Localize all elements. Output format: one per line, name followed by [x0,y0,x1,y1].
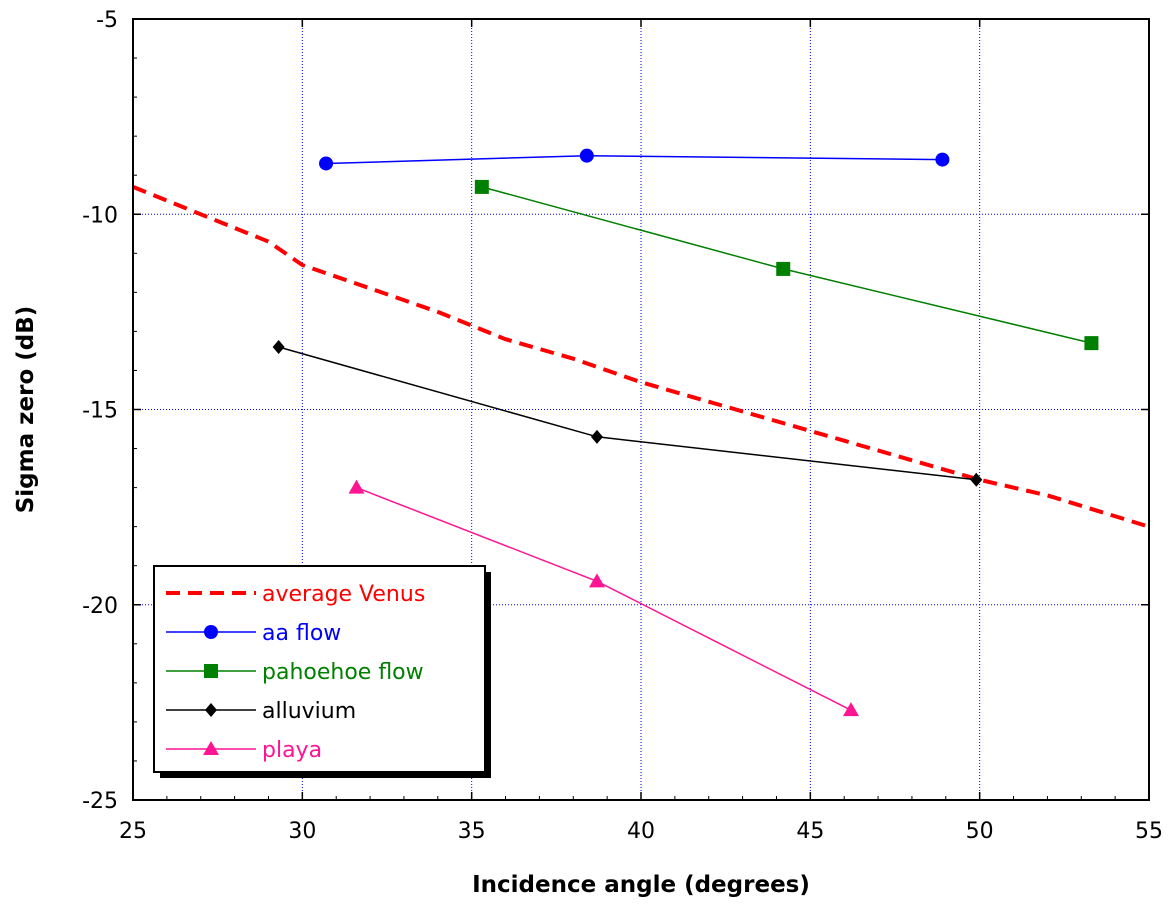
series-aa-flow [319,148,950,171]
series-alluvium [272,340,983,487]
marker-square [776,261,791,276]
series-playa [348,479,859,717]
y-tick-label: -25 [82,789,118,814]
y-axis-title: Sigma zero (dB) [13,306,39,514]
marker-triangle [203,741,219,755]
y-tick-label: -20 [82,594,118,619]
marker-diamond [205,703,217,717]
marker-circle [935,152,950,167]
legend-label: playa [262,738,322,763]
legend-item: average Venus [166,582,425,607]
legend-item: playa [166,738,322,763]
marker-square [474,179,489,194]
series-line [325,154,943,165]
x-axis-title: Incidence angle (degrees) [472,872,810,898]
series-layer [132,148,1150,717]
marker-circle [204,625,218,639]
x-tick-label: 25 [119,819,147,844]
x-tick-label: 50 [966,819,994,844]
legend-label: pahoehoe flow [262,660,424,685]
x-tick-label: 30 [288,819,316,844]
marker-triangle [348,479,365,494]
series-line [278,346,977,481]
legend-label: aa flow [262,621,341,646]
x-tick-label: 35 [458,819,486,844]
marker-circle [579,148,594,163]
legend-label: average Venus [262,582,425,607]
legend-item: pahoehoe flow [166,660,424,685]
series-pahoehoe-flow [474,179,1099,351]
marker-circle [319,156,334,171]
legend: average Venus aa flow pahoehoe flow alluviu… [153,565,491,778]
grid [133,19,1149,800]
x-tick-label: 55 [1135,819,1163,844]
legend-label: alluvium [262,699,356,724]
y-tick-label: -15 [82,399,118,424]
marker-diamond [590,429,603,444]
axis-ticks: 25 30 35 40 45 50 55 -25 -20 -15 -10 -5 [82,8,1163,844]
marker-square [204,664,218,678]
marker-triangle [842,702,859,717]
legend-item: aa flow [166,621,341,646]
x-tick-label: 45 [796,819,824,844]
legend-item: alluvium [166,699,356,724]
marker-square [1084,336,1099,351]
series-average-venus [132,185,1150,529]
marker-diamond [272,340,285,355]
y-tick-label: -10 [82,203,118,228]
y-tick-label: -5 [96,8,118,33]
series-line [132,185,1150,529]
x-tick-label: 40 [627,819,655,844]
marker-triangle [588,573,605,588]
marker-diamond [970,472,983,487]
